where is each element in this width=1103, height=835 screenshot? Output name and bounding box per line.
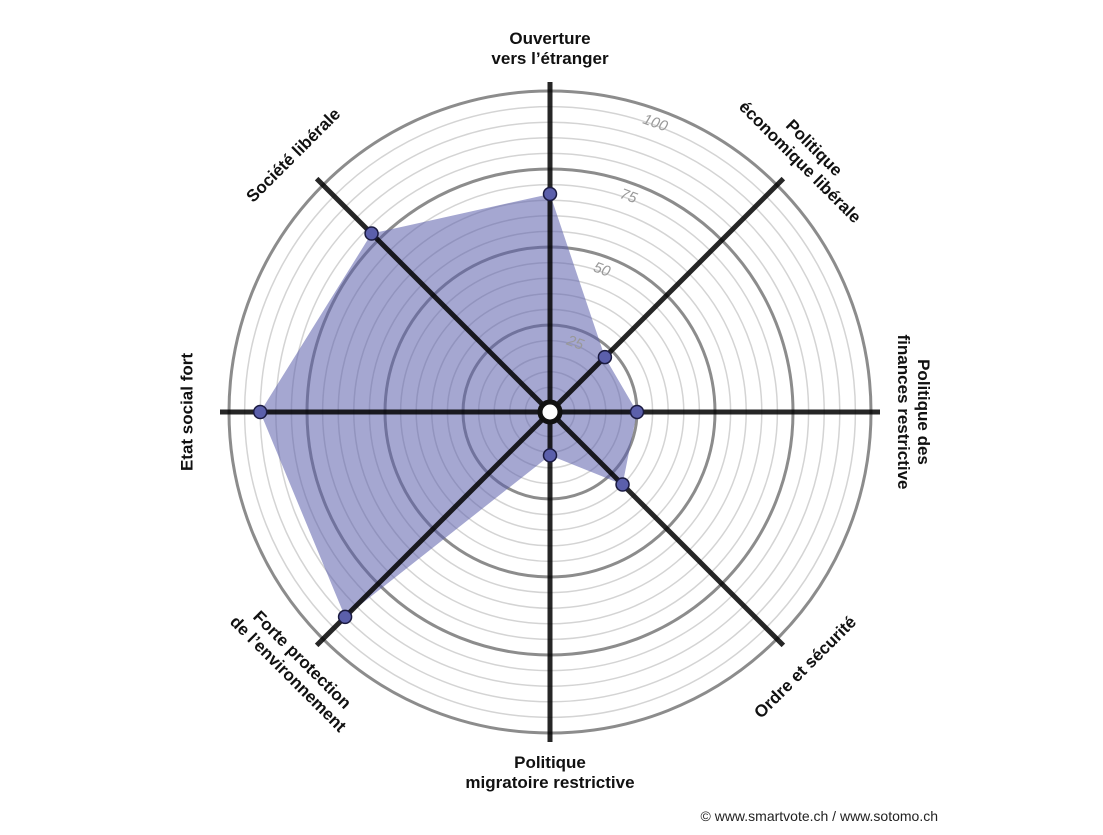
radar-point — [542, 186, 558, 202]
source: © www.smartvote.ch / www.sotomo.ch — [701, 808, 939, 824]
radar-point — [629, 404, 645, 420]
category-label: Politique migratoire restrictive — [465, 753, 634, 792]
axis-spoke — [548, 176, 786, 414]
axis-spoke — [548, 410, 786, 648]
radar-point — [364, 226, 379, 241]
axis-spoke — [314, 176, 552, 414]
tick-label: 50 — [591, 259, 613, 281]
category-label: Politique desfinances restrictive — [894, 335, 933, 490]
radar-area — [260, 193, 637, 617]
category-label: Etat social fort — [177, 353, 196, 471]
axis-spoke — [314, 410, 552, 648]
radar-point — [542, 448, 558, 463]
radar-point — [597, 349, 613, 365]
tick-label: 75 — [618, 185, 640, 207]
radar-point — [615, 477, 630, 492]
radar-point — [252, 404, 268, 420]
center — [537, 399, 563, 425]
radar-point — [337, 609, 353, 625]
tick-label: 100 — [641, 111, 671, 136]
tick-label: 25 — [563, 332, 586, 354]
category-label: Ouverture vers l’étranger — [491, 29, 609, 68]
